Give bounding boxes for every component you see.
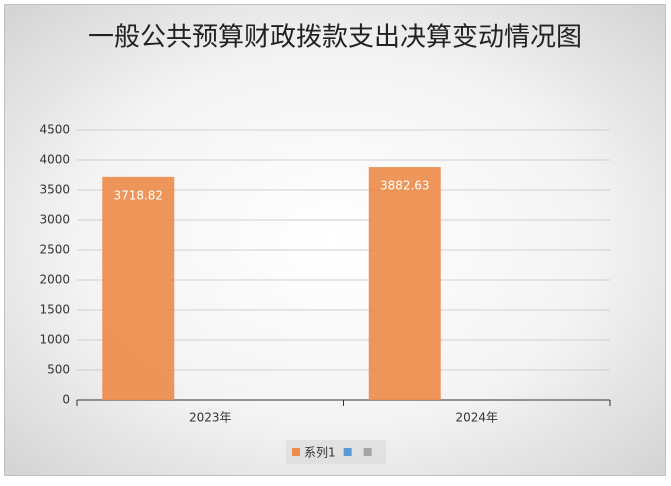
y-tick-label: 3000 [39,213,70,227]
y-tick-label: 1000 [39,333,70,347]
y-tick-label: 500 [47,363,70,377]
y-tick-label: 2500 [39,243,70,257]
y-tick-label: 4500 [39,123,70,137]
value-label: 3882.63 [380,179,430,193]
legend-label: 系列1 [304,446,336,460]
value-label: 3718.82 [113,188,163,202]
legend-swatch [343,448,352,456]
x-tick-label: 2023年 [189,411,232,425]
y-tick-label: 1500 [39,303,70,317]
legend-swatch [363,448,372,456]
bar [102,176,175,400]
bar [368,167,441,400]
y-tick-label: 0 [62,393,70,407]
y-tick-label: 3500 [39,183,70,197]
legend-swatch [292,448,300,456]
y-tick-label: 4000 [39,153,70,167]
chart-title: 一般公共预算财政拨款支出决算变动情况图 [88,23,582,53]
x-tick-label: 2024年 [455,411,498,425]
y-tick-label: 2000 [39,273,70,287]
